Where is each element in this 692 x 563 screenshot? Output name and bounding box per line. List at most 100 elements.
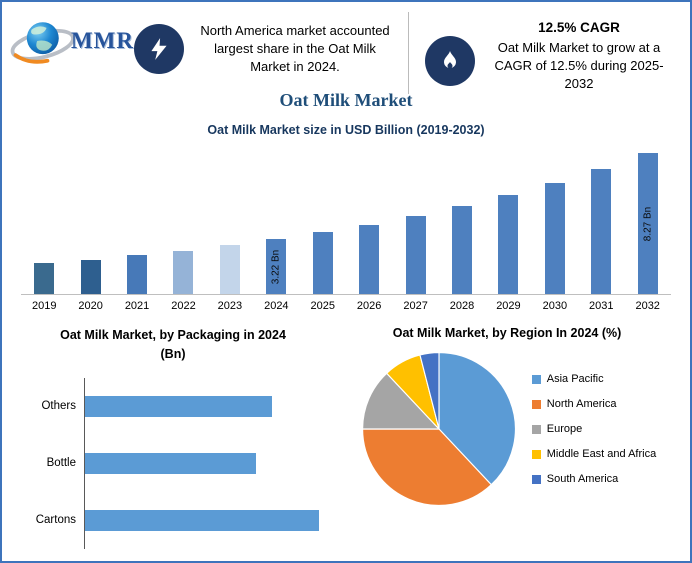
bar-group-2022 xyxy=(160,145,206,294)
legend-swatch-south-america xyxy=(531,474,541,484)
lightning-badge xyxy=(134,24,184,74)
legend-item-europe: Europe xyxy=(531,423,656,435)
hbar-track-others xyxy=(84,377,334,435)
x-label-2025: 2025 xyxy=(310,300,335,312)
bar-group-2027 xyxy=(392,145,438,294)
legend-label-north-america: North America xyxy=(546,398,617,410)
packaging-bar-chart: Others Bottle Cartons xyxy=(12,377,334,549)
x-label-2026: 2026 xyxy=(356,300,382,312)
region-legend: Asia Pacific North America Europe Middle Ea… xyxy=(531,373,657,485)
cagr-title: 12.5% CAGR xyxy=(538,20,620,35)
x-label-2019: 2019 xyxy=(31,300,57,312)
market-size-bar-chart: 3.22 Bn 8.27 Bn 2019 2020 2021 2022 2023 2024 2… xyxy=(21,145,671,312)
bar-group-2021 xyxy=(114,145,160,294)
pie-slice-south-america xyxy=(419,352,440,430)
legend-item-middle-east-and-africa: Middle East and Africa xyxy=(531,448,657,460)
hbar-row-others: Others xyxy=(12,377,334,435)
bar-group-2032: 8.27 Bn xyxy=(624,145,670,294)
bar-2021 xyxy=(127,255,148,294)
bar-2025 xyxy=(312,232,333,294)
market-size-chart-title: Oat Milk Market size in USD Billion (201… xyxy=(207,123,485,137)
legend-label-europe: Europe xyxy=(546,423,583,435)
x-label-2029: 2029 xyxy=(496,300,521,312)
bar-2032: 8.27 Bn xyxy=(637,153,658,294)
bottom-section: Oat Milk Market, by Packaging in 2024 (B… xyxy=(2,326,690,549)
globe-icon xyxy=(10,22,75,64)
packaging-chart-section: Oat Milk Market, by Packaging in 2024 (B… xyxy=(12,326,334,549)
hbar-track-cartons xyxy=(84,491,334,549)
x-label-2020: 2020 xyxy=(78,300,103,312)
legend-label-south-america: South America xyxy=(546,473,619,485)
hbar-cartons xyxy=(85,509,319,531)
legend-swatch-asia-pacific xyxy=(531,374,541,384)
header-left-note: North America market accounted largest s… xyxy=(200,23,390,75)
legend-label-asia-pacific: Asia Pacific xyxy=(546,373,604,385)
x-label-2028: 2028 xyxy=(449,300,475,312)
region-pie xyxy=(361,352,516,506)
x-label-2030: 2030 xyxy=(542,300,568,312)
logo-text: MMR xyxy=(70,28,134,53)
bar-2028 xyxy=(452,206,472,294)
bar-group-2029 xyxy=(485,145,531,294)
x-label-2022: 2022 xyxy=(171,300,196,312)
bar-group-2020 xyxy=(67,145,113,294)
bar-value-label-2024: 3.22 Bn xyxy=(270,249,282,284)
legend-label-middle-east-and-africa: Middle East and Africa xyxy=(546,448,657,460)
legend-swatch-europe xyxy=(531,424,541,434)
bar-2031 xyxy=(591,169,612,294)
legend-swatch-middle-east-and-africa xyxy=(531,449,541,459)
market-size-bars: 3.22 Bn 8.27 Bn xyxy=(21,145,671,295)
hbar-label-cartons: Cartons xyxy=(35,514,76,526)
header-divider xyxy=(408,12,409,94)
bar-2027 xyxy=(405,216,426,294)
region-chart-title: Oat Milk Market, by Region In 2024 (%) xyxy=(392,326,622,340)
bar-2019 xyxy=(34,263,55,294)
hbar-track-bottle xyxy=(84,434,334,492)
hbar-label-others: Others xyxy=(41,400,76,412)
bar-group-2019 xyxy=(21,145,67,294)
bar-2024: 3.22 Bn xyxy=(266,239,287,294)
x-label-2027: 2027 xyxy=(403,300,428,312)
x-label-2021: 2021 xyxy=(124,300,150,312)
bar-2030 xyxy=(544,183,565,294)
bar-2026 xyxy=(359,225,380,294)
bar-value-label-2032: 8.27 Bn xyxy=(642,206,654,241)
legend-item-asia-pacific: Asia Pacific xyxy=(531,373,656,385)
bar-group-2024: 3.22 Bn xyxy=(253,145,299,294)
bar-group-2030 xyxy=(532,145,578,294)
region-pie-wrap: Asia Pacific North America Europe Middle Ea… xyxy=(334,348,680,510)
x-label-2031: 2031 xyxy=(589,300,614,312)
bar-2022 xyxy=(173,251,194,294)
pie-slice-asia-pacific xyxy=(438,352,516,486)
bar-2029 xyxy=(498,195,519,294)
x-label-2032: 2032 xyxy=(635,300,660,312)
flame-badge xyxy=(425,36,475,86)
legend-item-south-america: South America xyxy=(531,473,656,485)
pie-slice-europe xyxy=(361,372,441,430)
market-size-x-labels: 2019 2020 2021 2022 2023 2024 2025 2026 2027 2028… xyxy=(21,295,671,312)
pie-slice-north-america xyxy=(361,428,492,506)
hbar-bottle xyxy=(85,452,257,474)
x-label-2024: 2024 xyxy=(264,300,289,312)
region-chart-section: Oat Milk Market, by Region In 2024 (%) A… xyxy=(334,326,680,549)
hbar-label-bottle: Bottle xyxy=(46,457,76,469)
hbar-row-bottle: Bottle xyxy=(12,434,334,492)
hbar-others xyxy=(85,395,272,417)
packaging-chart-title: Oat Milk Market, by Packaging in 2024 (B… xyxy=(60,328,286,361)
bar-2020 xyxy=(80,260,101,294)
bar-group-2026 xyxy=(346,145,392,294)
legend-item-north-america: North America xyxy=(531,398,656,410)
logo: MMR xyxy=(8,10,134,72)
hbar-row-cartons: Cartons xyxy=(12,491,334,549)
cagr-block: 12.5% CAGR Oat Milk Market to grow at a … xyxy=(485,10,673,94)
bar-group-2028 xyxy=(439,145,485,294)
bar-2023 xyxy=(219,245,240,294)
cagr-note: Oat Milk Market to grow at a CAGR of 12.… xyxy=(494,40,664,92)
header: MMR North America market accounted large… xyxy=(2,2,690,94)
flame-icon xyxy=(444,51,456,69)
x-label-2023: 2023 xyxy=(217,300,243,312)
page-title: Oat Milk Market xyxy=(279,90,413,110)
lightning-icon xyxy=(151,38,167,60)
legend-swatch-north-america xyxy=(531,399,541,409)
